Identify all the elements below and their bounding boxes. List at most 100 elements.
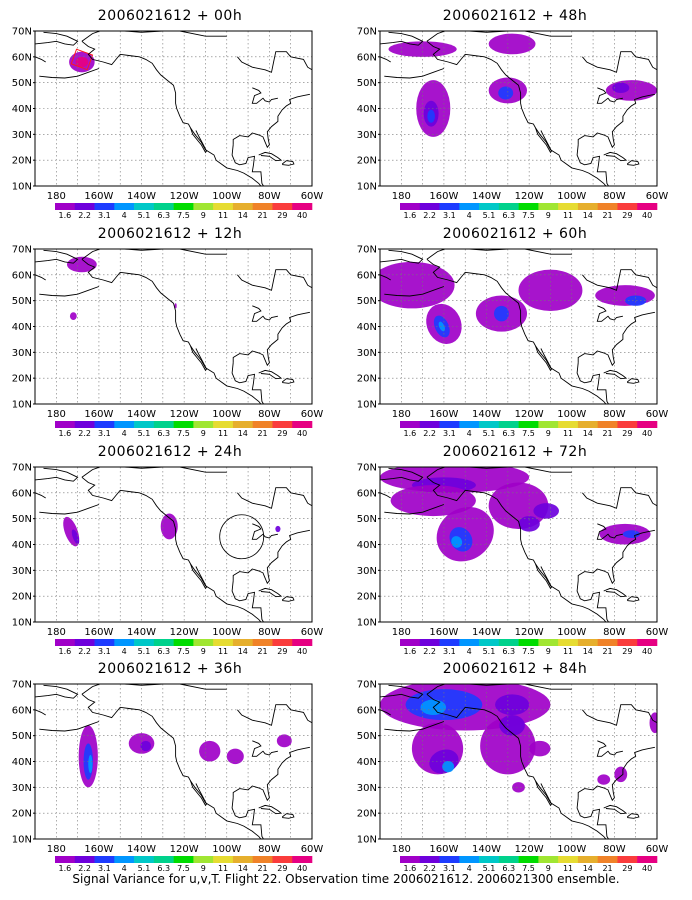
colorbar-segment — [498, 203, 519, 210]
lat-tick-label: 50N — [12, 78, 32, 89]
lat-tick-label: 40N — [12, 104, 32, 115]
colorbar-segment — [498, 856, 519, 863]
coastline — [384, 721, 445, 732]
lon-tick-label: 80W — [258, 191, 281, 202]
coastline — [380, 684, 424, 699]
coastline — [626, 160, 640, 166]
colorbar-segment — [498, 421, 519, 428]
panel-title: 2006021612 + 36h — [97, 661, 243, 677]
colorbar-segment — [193, 421, 214, 428]
lon-tick-label: 80W — [603, 409, 626, 420]
coastline — [577, 746, 655, 802]
lat-tick-label: 20N — [12, 592, 32, 603]
lon-tick-label: 160W — [84, 409, 113, 420]
colorbar-segment — [173, 856, 194, 863]
colorbar-label: 21 — [602, 429, 612, 438]
colorbar-label: 21 — [257, 429, 267, 438]
coastline — [237, 269, 312, 301]
coastline — [603, 587, 628, 598]
lon-tick-label: 160W — [429, 627, 458, 638]
colorbar-label: 4 — [467, 211, 472, 220]
colorbar-label: 2.2 — [423, 647, 436, 656]
lon-tick-label: 140W — [127, 844, 156, 855]
lat-tick-label: 10N — [12, 182, 32, 193]
colorbar-label: 5.1 — [138, 211, 151, 220]
coastline — [237, 487, 312, 519]
colorbar-label: 3.1 — [443, 211, 456, 220]
colorbar-label: 2.2 — [423, 211, 436, 220]
colorbar-label: 4 — [122, 647, 127, 656]
variance-plume — [275, 525, 281, 533]
coastline — [35, 684, 79, 699]
colorbar-label: 9 — [201, 429, 206, 438]
coastline — [35, 709, 46, 716]
coastline — [232, 93, 310, 149]
colorbar-segment — [617, 203, 638, 210]
lon-tick-label: 140W — [127, 627, 156, 638]
coastline — [81, 684, 227, 695]
colorbar-label: 4 — [122, 864, 127, 873]
lat-tick-label: 10N — [12, 618, 32, 629]
colorbar-segment — [419, 856, 440, 863]
colorbar-label: 6.3 — [157, 429, 170, 438]
colorbar-label: 9 — [201, 211, 206, 220]
coastline — [426, 31, 572, 42]
panel-title: 2006021612 + 24h — [97, 444, 243, 460]
colorbar-label: 40 — [642, 647, 652, 656]
lat-tick-label: 70N — [357, 27, 377, 38]
map-panel-12h: 2006021612 + 12h 70N 60N 50N 40N 30N 20N 10N 180… — [0, 226, 340, 441]
lat-tick-label: 70N — [357, 463, 377, 474]
lat-tick-label: 50N — [357, 78, 377, 89]
colorbar-label: 14 — [583, 647, 593, 656]
colorbar-segment — [459, 421, 480, 428]
coastline — [582, 269, 657, 301]
coastline — [576, 797, 610, 839]
lon-tick-label: 80W — [603, 627, 626, 638]
colorbar-label: 5.1 — [138, 429, 151, 438]
coastline — [251, 523, 278, 540]
colorbar-segment — [134, 856, 155, 863]
coastline — [81, 31, 227, 42]
lat-tick-label: 40N — [357, 322, 377, 333]
colorbar-segment — [193, 203, 214, 210]
lat-tick-label: 10N — [357, 182, 377, 193]
lon-tick-label: 80W — [258, 409, 281, 420]
observation-box — [70, 48, 94, 71]
coastline — [626, 813, 640, 819]
coastline — [81, 467, 227, 478]
colorbar-label: 9 — [201, 864, 206, 873]
variance-plume — [488, 33, 536, 55]
colorbar-label: 11 — [563, 864, 573, 873]
colorbar-segment — [577, 421, 598, 428]
colorbar-segment — [597, 856, 618, 863]
coastline — [258, 369, 283, 380]
coastline — [426, 249, 572, 260]
coastline — [380, 249, 424, 264]
lon-tick-label: 100W — [557, 627, 586, 638]
colorbar-segment — [617, 421, 638, 428]
colorbar-label: 3.1 — [98, 647, 111, 656]
coastline — [251, 740, 278, 757]
colorbar-label: 2.2 — [78, 864, 91, 873]
colorbar-label: 4 — [467, 864, 472, 873]
colorbar-segment — [153, 856, 174, 863]
lat-tick-label: 60N — [357, 52, 377, 63]
variance-plume — [88, 755, 93, 774]
lon-tick-label: 180 — [47, 627, 66, 638]
colorbar-label: 5.1 — [138, 647, 151, 656]
coastline — [231, 580, 265, 622]
colorbar-segment — [114, 203, 135, 210]
colorbar-label: 1.6 — [59, 211, 72, 220]
lat-tick-label: 40N — [357, 757, 377, 768]
panel-title: 2006021612 + 00h — [97, 8, 243, 24]
colorbar-segment — [518, 639, 539, 646]
coastline — [81, 40, 262, 186]
lon-tick-label: 160W — [429, 409, 458, 420]
colorbar-segment — [252, 203, 273, 210]
colorbar-segment — [637, 421, 658, 428]
colorbar-label: 21 — [602, 647, 612, 656]
coastline — [577, 93, 655, 149]
colorbar-label: 5.1 — [483, 429, 496, 438]
colorbar-label: 4 — [467, 647, 472, 656]
colorbar-label: 29 — [277, 864, 287, 873]
